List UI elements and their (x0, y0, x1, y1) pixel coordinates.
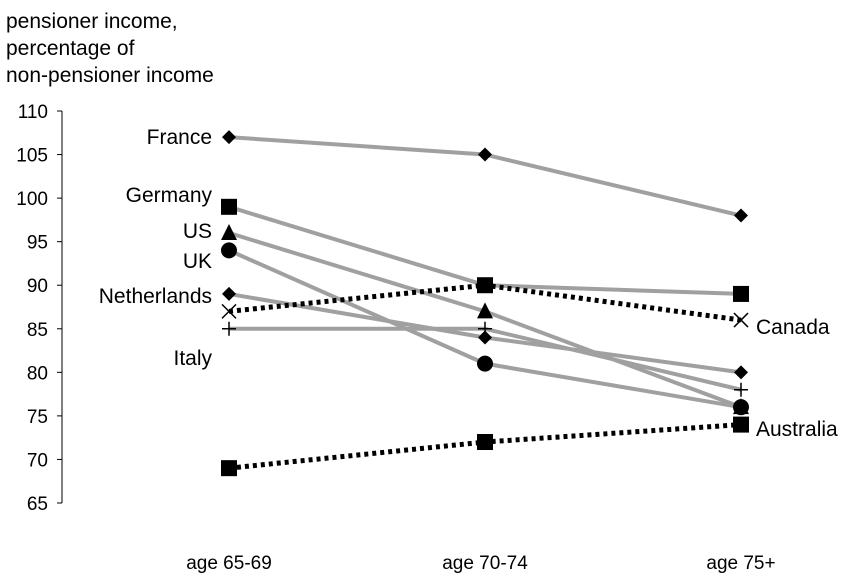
marker-germany-1 (221, 198, 237, 215)
x-tick-label-age-65-69: age 65-69 (186, 553, 272, 574)
marker-us-1 (221, 223, 237, 240)
marker-netherlands-3 (734, 365, 748, 380)
marker-canada-1 (221, 303, 237, 319)
series-label-italy: Italy (173, 347, 212, 370)
series-label-germany: Germany (126, 184, 213, 207)
marker-canada-2 (477, 277, 493, 293)
series-label-france: France (147, 126, 212, 149)
series-label-canada: Canada (756, 316, 830, 339)
marker-france-3 (734, 208, 748, 223)
marker-italy-2 (478, 321, 492, 336)
marker-italy-1 (222, 321, 236, 336)
y-tick-label-95: 95 (27, 233, 48, 254)
y-tick-label-75: 75 (27, 407, 48, 428)
y-axis-title-line-3: non-pensioner income (6, 64, 214, 87)
series-label-australia: Australia (756, 418, 838, 441)
series-label-us: US (183, 220, 212, 243)
marker-us-2 (477, 302, 493, 319)
marker-canada-3 (733, 312, 749, 328)
marker-uk-2 (477, 355, 493, 372)
x-tick-label-age-75-: age 75+ (706, 553, 775, 574)
series-label-netherlands: Netherlands (99, 285, 212, 308)
y-axis-title-line-2: percentage of (6, 37, 135, 60)
y-tick-label-70: 70 (27, 450, 48, 471)
marker-uk-3 (733, 399, 749, 416)
marker-australia-3 (733, 416, 749, 433)
marker-uk-1 (221, 242, 237, 259)
y-tick-label-85: 85 (27, 320, 48, 341)
marker-france-1 (222, 130, 236, 145)
y-tick-label-90: 90 (27, 276, 48, 297)
marker-france-2 (478, 147, 492, 162)
series-label-uk: UK (183, 250, 212, 273)
y-axis-title-line-1: pensioner income, (6, 10, 178, 33)
marker-netherlands-2 (478, 330, 492, 345)
marker-germany-3 (733, 285, 749, 302)
y-tick-label-110: 110 (18, 102, 48, 123)
series-line-us (228, 231, 742, 410)
marker-australia-2 (477, 434, 493, 451)
y-tick-label-65: 65 (27, 494, 48, 515)
x-tick-label-age-70-74: age 70-74 (442, 553, 528, 574)
marker-netherlands-1 (222, 286, 236, 301)
marker-italy-3 (734, 382, 748, 397)
y-tick-label-100: 100 (16, 189, 48, 210)
marker-australia-1 (221, 460, 237, 477)
y-tick-label-105: 105 (16, 146, 48, 167)
y-tick-label-80: 80 (27, 363, 48, 384)
y-axis-title: pensioner income, percentage of non-pens… (6, 8, 214, 89)
